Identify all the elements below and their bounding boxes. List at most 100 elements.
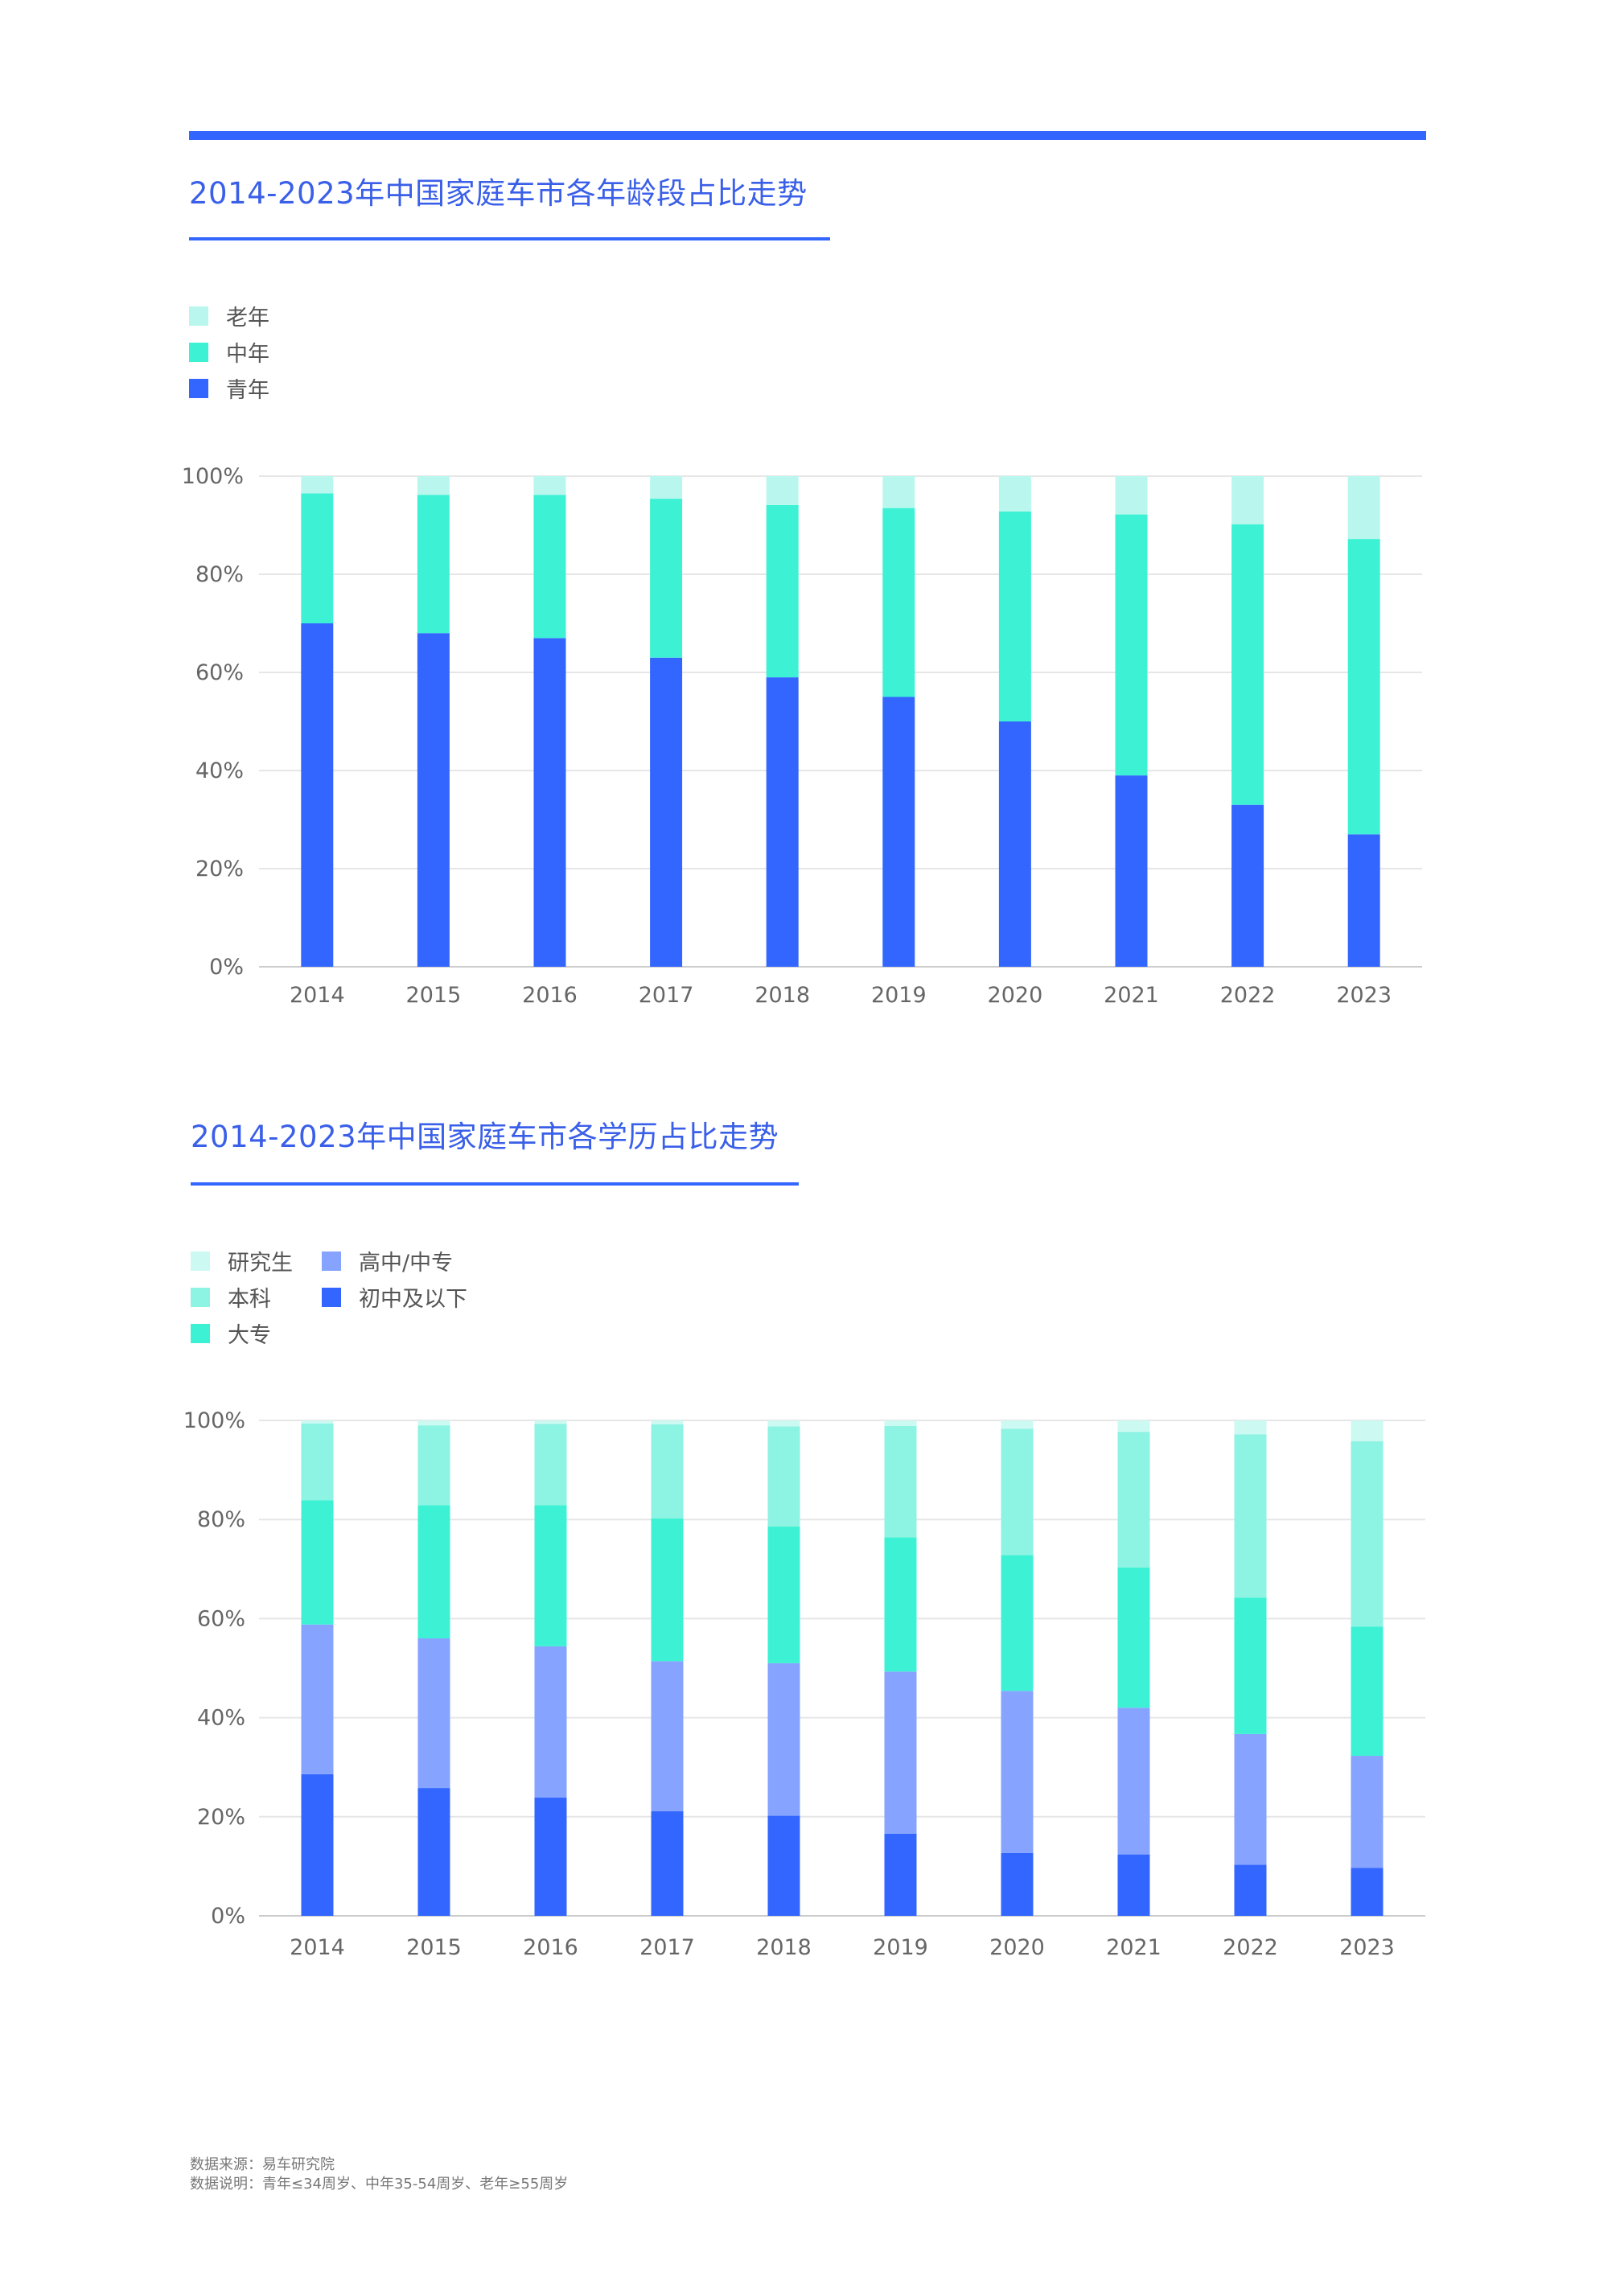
bar-segment-2022-2 (1234, 1597, 1267, 1734)
x-tick-label: 2017 (639, 983, 694, 1008)
bar-segment-2021-2 (1117, 1567, 1150, 1708)
legend-label-elderly: 老年 (226, 306, 269, 331)
legend-swatch-postgraduate (191, 1251, 210, 1271)
legend-item-bachelor: 本科 (191, 1281, 271, 1313)
bar-segment-2021-4 (1117, 1420, 1150, 1432)
x-tick-label: 2023 (1336, 983, 1392, 1008)
y-tick-label: 60% (195, 660, 244, 685)
bar-segment-2017-0 (651, 1811, 684, 1916)
legend-item-postgraduate: 研究生 (191, 1245, 293, 1276)
x-tick-label: 2019 (871, 983, 927, 1008)
bar-segment-2021-0 (1115, 775, 1148, 967)
legend-swatch-junior-college (191, 1323, 210, 1343)
x-tick-label: 2019 (873, 1935, 928, 1960)
bar-segment-2022-1 (1234, 1733, 1267, 1865)
bar-segment-2015-0 (417, 1788, 450, 1916)
top-accent-bar (189, 131, 1426, 140)
x-tick-label: 2023 (1339, 1935, 1395, 1960)
bar-segment-2021-2 (1115, 476, 1148, 515)
x-tick-label: 2020 (988, 983, 1043, 1008)
bar-segment-2016-0 (534, 1797, 567, 1916)
chart1-title: 2014-2023年中国家庭车市各年龄段占比走势 (189, 176, 808, 211)
bar-segment-2017-1 (651, 1661, 684, 1812)
bar-segment-2022-1 (1231, 524, 1264, 805)
x-tick-label: 2022 (1220, 983, 1276, 1008)
bar-segment-2017-3 (651, 1424, 684, 1519)
age-share-stacked-bar-chart: 0% 20% 40% 60% 80% 100% 2014 2015 2016 2017 2018 20… (182, 464, 1422, 1008)
legend-swatch-high-school (322, 1251, 341, 1271)
bar-segment-2017-1 (650, 499, 683, 658)
bar-segment-2019-0 (882, 697, 915, 967)
y-tick-label: 60% (197, 1606, 245, 1631)
bar-segment-2020-0 (998, 721, 1031, 967)
bar-segment-2014-0 (301, 623, 334, 967)
bar-segment-2021-0 (1117, 1854, 1150, 1916)
bar-segment-2023-1 (1347, 539, 1380, 835)
x-tick-label: 2022 (1223, 1935, 1278, 1960)
data-source-note: 数据来源：易车研究院 (190, 2156, 335, 2173)
bar-segment-2019-1 (884, 1671, 917, 1834)
bar-segment-2017-2 (651, 1518, 684, 1662)
bar-segment-2015-1 (417, 495, 450, 634)
x-tick-label: 2015 (406, 983, 462, 1008)
education-share-stacked-bar-chart: 0% 20% 40% 60% 80% 100% 2014 2015 2016 2017 2018 20… (183, 1408, 1425, 1960)
bar-segment-2020-2 (998, 476, 1031, 512)
y-tick-label: 0% (211, 1904, 245, 1929)
bar-segment-2021-1 (1117, 1708, 1150, 1855)
bar-segment-2019-1 (882, 508, 915, 697)
legend-item-youth: 青年 (189, 372, 269, 404)
bar-segment-2019-4 (884, 1420, 917, 1426)
bar-segment-2018-4 (767, 1420, 800, 1427)
bar-segment-2018-0 (767, 1815, 800, 1916)
bar-segment-2022-4 (1234, 1420, 1267, 1435)
bar-segment-2014-1 (301, 1624, 334, 1774)
bar-segment-2022-2 (1231, 476, 1264, 524)
y-tick-label: 40% (195, 758, 244, 783)
bar-segment-2016-3 (534, 1424, 567, 1506)
bar-segment-2016-1 (533, 495, 566, 639)
bar-segment-2018-1 (766, 504, 799, 678)
legend-label-postgraduate: 研究生 (228, 1251, 293, 1276)
legend-item-junior-college: 大专 (191, 1317, 271, 1349)
bar-segment-2017-2 (650, 476, 683, 499)
x-tick-label: 2018 (754, 983, 810, 1008)
bar-segment-2015-4 (417, 1420, 450, 1426)
bar-segment-2014-0 (301, 1773, 334, 1916)
data-definition-note: 数据说明：青年≤34周岁、中年35-54周岁、老年≥55周岁 (190, 2176, 569, 2193)
bar-segment-2015-1 (417, 1638, 450, 1789)
bar-segment-2017-0 (650, 657, 683, 967)
bar-segment-2019-0 (884, 1833, 917, 1916)
x-tick-label: 2021 (1104, 983, 1159, 1008)
legend-swatch-bachelor (191, 1287, 210, 1307)
bar-segment-2016-1 (534, 1646, 567, 1798)
bar-segment-2018-2 (766, 476, 799, 505)
bar-segment-2023-0 (1351, 1868, 1383, 1916)
bar-segment-2016-2 (533, 476, 566, 495)
y-tick-label: 100% (183, 1408, 245, 1433)
y-tick-label: 80% (197, 1507, 245, 1532)
legend-swatch-middle-aged (189, 342, 208, 362)
bar-segment-2019-3 (884, 1425, 917, 1538)
bar-segment-2023-2 (1347, 476, 1380, 540)
x-tick-label: 2016 (522, 983, 578, 1008)
bar-segment-2020-1 (998, 511, 1031, 721)
bar-segment-2019-2 (884, 1537, 917, 1672)
bar-segment-2015-2 (417, 1505, 450, 1639)
legend-swatch-youth (189, 378, 208, 398)
x-tick-label: 2018 (756, 1935, 812, 1960)
bar-segment-2015-0 (417, 633, 450, 967)
bar-segment-2022-0 (1231, 804, 1264, 967)
legend-label-bachelor: 本科 (228, 1287, 271, 1312)
bar-segment-2022-3 (1234, 1434, 1267, 1598)
chart2-title: 2014-2023年中国家庭车市各学历占比走势 (191, 1120, 779, 1154)
x-tick-label: 2014 (290, 1935, 345, 1960)
bar-segment-2023-2 (1351, 1626, 1383, 1757)
y-tick-label: 80% (195, 562, 244, 587)
bar-segment-2014-1 (301, 493, 334, 623)
bar-segment-2020-0 (1001, 1852, 1034, 1916)
x-tick-label: 2020 (989, 1935, 1045, 1960)
bar-segment-2016-0 (533, 638, 566, 967)
chart1-title-rule (189, 237, 830, 240)
y-tick-label: 40% (197, 1706, 245, 1731)
y-tick-label: 20% (197, 1805, 245, 1830)
